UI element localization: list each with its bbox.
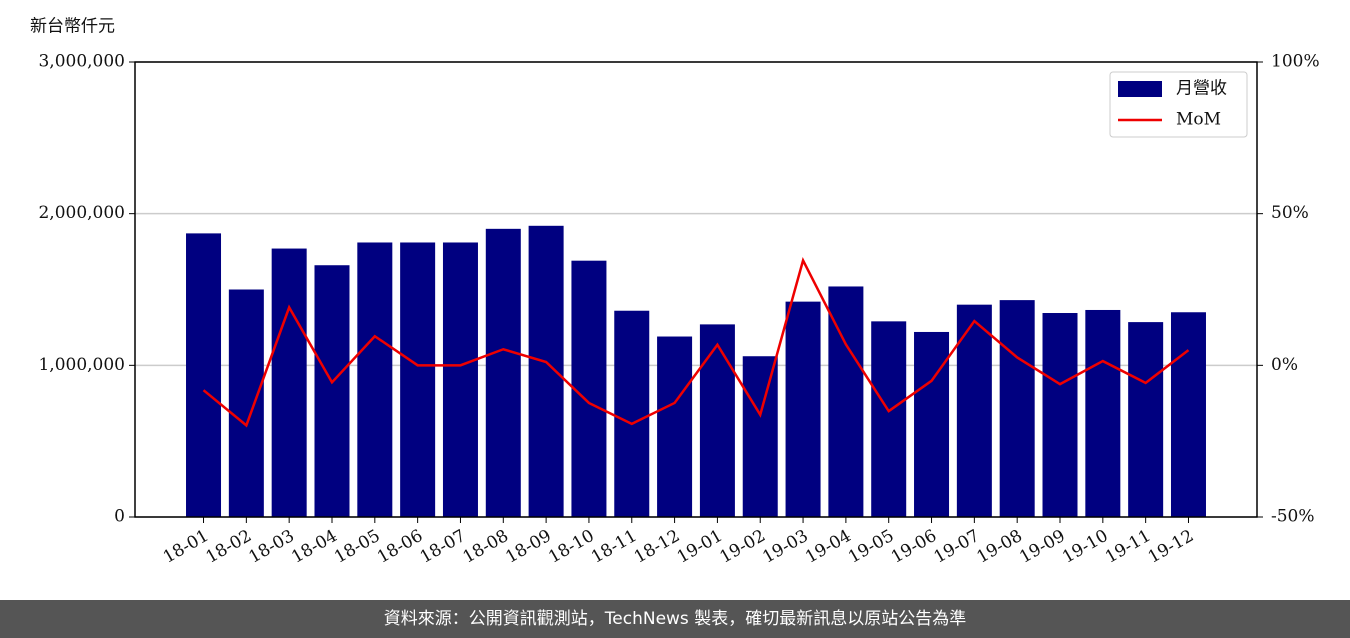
legend-label: MoM <box>1176 110 1221 130</box>
x-tick-label: 19-06 <box>888 526 940 568</box>
x-tick-label: 19-05 <box>845 526 897 568</box>
bar <box>828 286 864 517</box>
y-tick-label: 2,000,000 <box>38 203 125 223</box>
x-tick-label: 18-10 <box>545 526 597 568</box>
bar <box>657 336 693 517</box>
bar <box>956 304 992 517</box>
x-tick-label: 19-08 <box>973 526 1025 568</box>
x-tick-label: 18-01 <box>160 526 212 568</box>
x-tick-label: 19-09 <box>1016 526 1068 568</box>
bar <box>914 331 950 517</box>
bar <box>357 242 393 517</box>
x-tick-label: 18-07 <box>417 526 469 568</box>
x-tick-label: 18-09 <box>502 526 554 568</box>
x-tick-label: 19-12 <box>1145 526 1197 568</box>
bar <box>442 242 478 517</box>
bar <box>571 260 607 517</box>
y2-tick-label: -50% <box>1271 507 1315 527</box>
bar <box>999 300 1035 517</box>
bar <box>271 248 307 518</box>
bar <box>228 289 264 517</box>
bar <box>528 225 564 518</box>
x-tick-label: 19-01 <box>674 526 726 568</box>
mom-line <box>202 256 1190 428</box>
y-tick-label: 0 <box>114 507 125 527</box>
y2-tick-label: 50% <box>1271 203 1309 223</box>
x-tick-label: 18-04 <box>288 526 340 568</box>
bar <box>699 324 735 517</box>
chart: 新台幣仟元 0 1,000,000 2,000,000 3,000,000 -50% 0%… <box>30 17 1320 568</box>
x-tick-label: 18-11 <box>588 526 640 568</box>
x-tick-label: 18-06 <box>374 526 426 568</box>
x-tick-label: 18-05 <box>331 526 383 568</box>
bar <box>871 321 907 517</box>
bar <box>485 228 521 518</box>
x-tick-label: 19-07 <box>931 526 983 568</box>
bar <box>1170 312 1206 517</box>
y2-tick-label: 100% <box>1271 52 1320 72</box>
x-tick-label: 19-03 <box>759 526 811 568</box>
legend-label: 月營收 <box>1176 79 1227 99</box>
plot-frame <box>134 61 1258 518</box>
y-tick-label: 1,000,000 <box>38 355 125 375</box>
y-tick-label: 3,000,000 <box>38 52 125 72</box>
x-tick-label: 19-02 <box>717 526 769 568</box>
y-axis-label: 新台幣仟元 <box>30 17 115 37</box>
bar <box>1128 322 1164 517</box>
bar <box>400 242 436 517</box>
x-tick-label: 18-02 <box>203 526 255 568</box>
x-tick-label: 18-12 <box>631 526 683 568</box>
y2-tick-label: 0% <box>1271 355 1298 375</box>
legend-swatch <box>1118 81 1162 97</box>
x-tick-label: 19-04 <box>802 526 854 568</box>
bar <box>186 233 222 517</box>
bar <box>614 310 650 517</box>
x-tick-label: 18-03 <box>245 526 297 568</box>
x-tick-label: 19-10 <box>1059 526 1111 568</box>
bar <box>314 265 350 517</box>
bar <box>742 356 778 517</box>
bar <box>1042 313 1078 517</box>
bar <box>1085 309 1121 517</box>
x-tick-label: 19-11 <box>1102 526 1154 568</box>
x-tick-label: 18-08 <box>460 526 512 568</box>
bar <box>785 301 821 517</box>
footer: 資料來源：公開資訊觀測站，TechNews 製表，確切最新訊息以原站公告為準 <box>0 600 1350 638</box>
